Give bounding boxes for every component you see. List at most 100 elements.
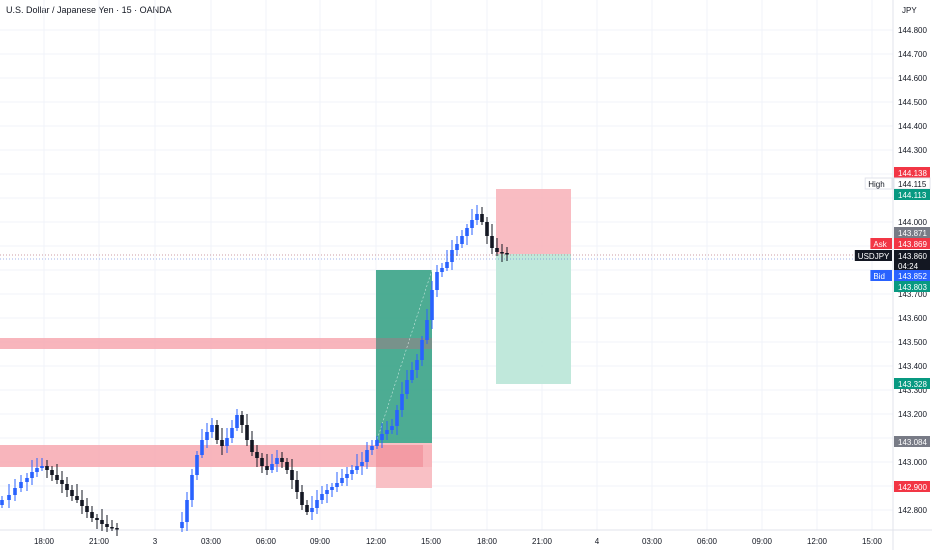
price-label-tag-text: USDJPY xyxy=(858,252,890,261)
time-tick-label: 03:00 xyxy=(642,537,663,546)
candle xyxy=(485,222,489,236)
candle xyxy=(280,458,284,462)
candle xyxy=(315,500,319,508)
candle xyxy=(270,464,274,470)
price-label-value: 143.860 xyxy=(898,252,927,261)
candle xyxy=(355,466,359,470)
price-label-value: 143.328 xyxy=(898,380,927,389)
candle xyxy=(210,425,214,432)
price-label-box xyxy=(894,238,930,249)
candle xyxy=(390,426,394,430)
candle xyxy=(195,455,199,475)
candle xyxy=(220,440,224,446)
price-tick-label: 143.300 xyxy=(898,386,927,395)
price-label-box xyxy=(894,250,930,270)
price-label-value: 144.138 xyxy=(898,169,927,178)
candle xyxy=(360,462,364,466)
candle xyxy=(0,500,4,505)
candle xyxy=(13,488,17,495)
candle xyxy=(75,496,79,500)
candle xyxy=(480,214,484,222)
candle xyxy=(290,470,294,480)
countdown-label: 04:24 xyxy=(898,262,919,271)
candle xyxy=(300,492,304,505)
currency-label: JPY xyxy=(902,6,917,15)
price-tick-label: 144.800 xyxy=(898,26,927,35)
short-stop-zone xyxy=(496,189,571,254)
current-price-line xyxy=(0,254,893,260)
candle xyxy=(495,248,499,252)
candle xyxy=(30,472,34,478)
price-tick-label: 143.500 xyxy=(898,338,927,347)
price-label-tag xyxy=(864,177,893,190)
price-tick-label: 144.000 xyxy=(898,218,927,227)
candle xyxy=(295,480,299,492)
time-tick-label: 18:00 xyxy=(477,537,498,546)
price-label-tag-text: Ask xyxy=(873,240,887,249)
candle xyxy=(460,236,464,244)
price-scale[interactable]: 144.800 144.700 144.600 144.500 144.400 144.3… xyxy=(898,26,927,515)
price-tick-label: 142.800 xyxy=(898,506,927,515)
time-tick-label: 03:00 xyxy=(201,537,222,546)
candle xyxy=(395,410,399,426)
time-tick-label: 21:00 xyxy=(89,537,110,546)
candle xyxy=(465,228,469,236)
price-tick-label: 144.400 xyxy=(898,122,927,131)
time-tick-label: 12:00 xyxy=(366,537,387,546)
candle xyxy=(365,450,369,462)
price-tick-label: 144.500 xyxy=(898,98,927,107)
candle xyxy=(275,458,279,464)
candle xyxy=(435,272,439,290)
price-label-value: 144.113 xyxy=(898,191,927,200)
candle xyxy=(415,360,419,370)
candle xyxy=(305,505,309,512)
candle xyxy=(325,490,329,494)
candle xyxy=(505,253,509,255)
candle xyxy=(370,446,374,450)
candle xyxy=(430,290,434,320)
candle xyxy=(95,518,99,520)
candle xyxy=(255,452,259,458)
time-tick-label: 06:00 xyxy=(256,537,277,546)
time-axis[interactable]: 18:00 21:00 3 03:00 06:00 09:00 12:00 15:00 18:0… xyxy=(34,537,883,546)
price-label-box xyxy=(894,227,930,238)
candle xyxy=(230,428,234,438)
price-label-value: 142.900 xyxy=(898,483,927,492)
price-label-box xyxy=(894,436,930,447)
price-label-tag-text: High xyxy=(868,180,884,189)
candle xyxy=(60,480,64,484)
candle xyxy=(200,440,204,455)
price-tick-label: 143.000 xyxy=(898,458,927,467)
candle xyxy=(450,250,454,262)
price-label-box xyxy=(894,189,930,200)
candle xyxy=(350,470,354,474)
price-label-value: 143.852 xyxy=(898,272,927,281)
candle xyxy=(240,415,244,425)
time-tick-label: 15:00 xyxy=(862,537,883,546)
candle xyxy=(440,268,444,272)
price-label-value: 143.084 xyxy=(898,438,927,447)
price-tick-label: 143.200 xyxy=(898,410,927,419)
candle xyxy=(85,506,89,512)
candle xyxy=(225,438,229,446)
candle xyxy=(265,466,269,470)
candle xyxy=(375,440,379,446)
price-label-box xyxy=(894,378,930,389)
time-tick-label: 21:00 xyxy=(532,537,553,546)
candle xyxy=(50,470,54,475)
chart-title: U.S. Dollar / Japanese Yen · 15 · OANDA xyxy=(6,5,172,15)
time-tick-label: 12:00 xyxy=(807,537,828,546)
candle xyxy=(260,458,264,466)
price-label-tag xyxy=(854,250,892,261)
candle xyxy=(7,495,11,500)
candle xyxy=(185,500,189,522)
price-label-tag xyxy=(870,238,892,249)
candle xyxy=(65,484,69,490)
candle xyxy=(420,340,424,360)
candle xyxy=(190,475,194,500)
candle xyxy=(310,508,314,512)
candle xyxy=(100,520,104,524)
price-label-value: 143.871 xyxy=(898,229,927,238)
